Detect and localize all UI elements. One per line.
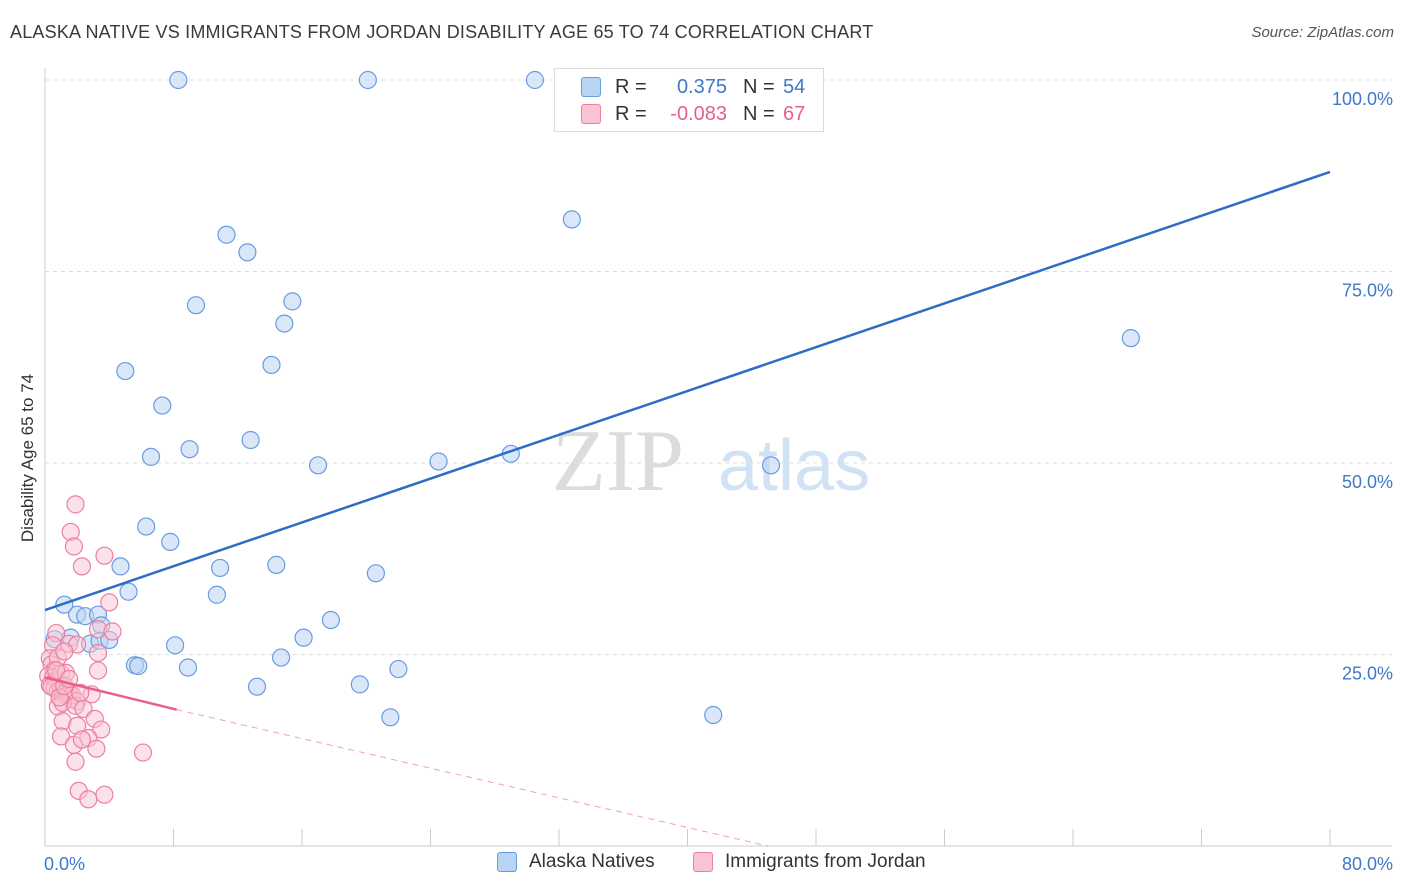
legend-swatch-pink (581, 104, 601, 124)
x-tick-label-min: 0.0% (44, 854, 85, 874)
data-point-alaska-natives (272, 648, 291, 667)
legend-row-jordan: R = -0.083 N = 67 (581, 101, 805, 127)
data-point-jordan (72, 730, 92, 749)
data-point-alaska-natives (525, 70, 545, 90)
data-point-jordan (66, 752, 85, 771)
data-point-alaska-natives (129, 656, 148, 676)
data-point-jordan (95, 546, 114, 565)
data-point-alaska-natives (153, 396, 172, 415)
legend-n-value: 67 (783, 102, 806, 125)
data-point-alaska-natives (704, 705, 723, 725)
data-point-alaska-natives (116, 361, 135, 381)
correlation-legend: R = 0.375 N = 54 R = -0.083 N = 67 (554, 68, 824, 132)
data-point-alaska-natives (166, 636, 185, 655)
data-point-jordan (51, 727, 71, 746)
data-point-alaska-natives (321, 610, 341, 630)
data-point-alaska-natives (283, 292, 302, 311)
data-point-alaska-natives (429, 452, 448, 471)
data-point-alaska-natives (169, 70, 188, 90)
data-point-alaska-natives (308, 456, 328, 475)
y-tick-label: 75.0% (1342, 281, 1393, 301)
bottom-legend-alaska-natives: Alaska Natives (497, 851, 655, 873)
data-point-alaska-natives (1121, 329, 1140, 348)
data-point-jordan (133, 743, 153, 762)
data-point-jordan (55, 642, 74, 661)
data-point-alaska-natives (358, 70, 377, 90)
data-point-jordan (88, 643, 108, 663)
bottom-legend-swatch-pink (693, 852, 713, 872)
legend-r-value: -0.083 (670, 102, 727, 125)
bottom-legend-jordan: Immigrants from Jordan (693, 851, 926, 873)
data-point-alaska-natives (217, 225, 236, 244)
data-point-jordan (87, 739, 106, 758)
data-point-alaska-natives (562, 210, 581, 229)
chart-title: ALASKA NATIVE VS IMMIGRANTS FROM JORDAN … (10, 22, 874, 42)
y-tick-label: 50.0% (1342, 472, 1393, 492)
bottom-legend-label: Immigrants from Jordan (725, 851, 926, 872)
data-point-alaska-natives (294, 628, 313, 647)
data-point-alaska-natives (366, 564, 385, 583)
data-point-jordan (64, 537, 84, 556)
data-point-alaska-natives (381, 708, 400, 727)
data-point-jordan (72, 557, 92, 576)
data-point-alaska-natives (210, 558, 230, 578)
data-point-alaska-natives (389, 659, 408, 679)
y-tick-label: 100.0% (1332, 89, 1393, 109)
data-point-alaska-natives (350, 675, 369, 694)
data-point-alaska-natives (178, 658, 198, 677)
data-point-jordan (71, 683, 90, 702)
legend-n-label: N = (743, 75, 775, 98)
data-point-jordan (95, 785, 114, 804)
data-point-alaska-natives (137, 517, 156, 536)
data-point-jordan (88, 661, 108, 680)
bottom-legend-label: Alaska Natives (529, 851, 655, 872)
data-point-alaska-natives (207, 585, 226, 604)
data-point-alaska-natives (247, 677, 267, 696)
data-point-jordan (92, 720, 111, 739)
legend-swatch-blue (581, 77, 601, 97)
legend-row-alaska-natives: R = 0.375 N = 54 (581, 74, 805, 100)
data-point-jordan (103, 622, 122, 641)
trend-line-jordan-extension (176, 709, 768, 847)
data-point-alaska-natives (761, 456, 781, 475)
watermark-atlas: atlas (718, 426, 870, 506)
data-point-alaska-natives (119, 582, 138, 601)
trend-line-jordan (44, 676, 178, 711)
data-point-alaska-natives (111, 557, 130, 576)
data-point-alaska-natives (262, 355, 281, 375)
data-point-alaska-natives (238, 243, 257, 262)
data-point-alaska-natives (161, 532, 180, 551)
legend-n-label: N = (743, 102, 775, 125)
data-point-jordan (66, 495, 85, 514)
data-point-jordan (100, 593, 119, 612)
data-point-alaska-natives (267, 555, 286, 574)
y-tick-label: 25.0% (1342, 664, 1393, 684)
bottom-legend-swatch-blue (497, 852, 517, 872)
data-point-alaska-natives (241, 430, 260, 450)
trend-line-alaska-natives (44, 170, 1331, 612)
legend-r-label: R = (615, 102, 647, 125)
legend-n-value: 54 (783, 75, 806, 98)
data-point-alaska-natives (186, 296, 206, 315)
data-point-jordan (79, 790, 98, 809)
data-point-alaska-natives (141, 447, 161, 466)
x-tick-label-max: 80.0% (1342, 854, 1393, 874)
legend-r-label: R = (615, 75, 647, 98)
source-label: Source: ZipAtlas.com (1251, 24, 1394, 41)
legend-r-value: 0.375 (676, 75, 727, 98)
data-point-alaska-natives (180, 440, 199, 459)
watermark-zip: ZIP (552, 413, 684, 510)
data-point-alaska-natives (275, 314, 294, 333)
